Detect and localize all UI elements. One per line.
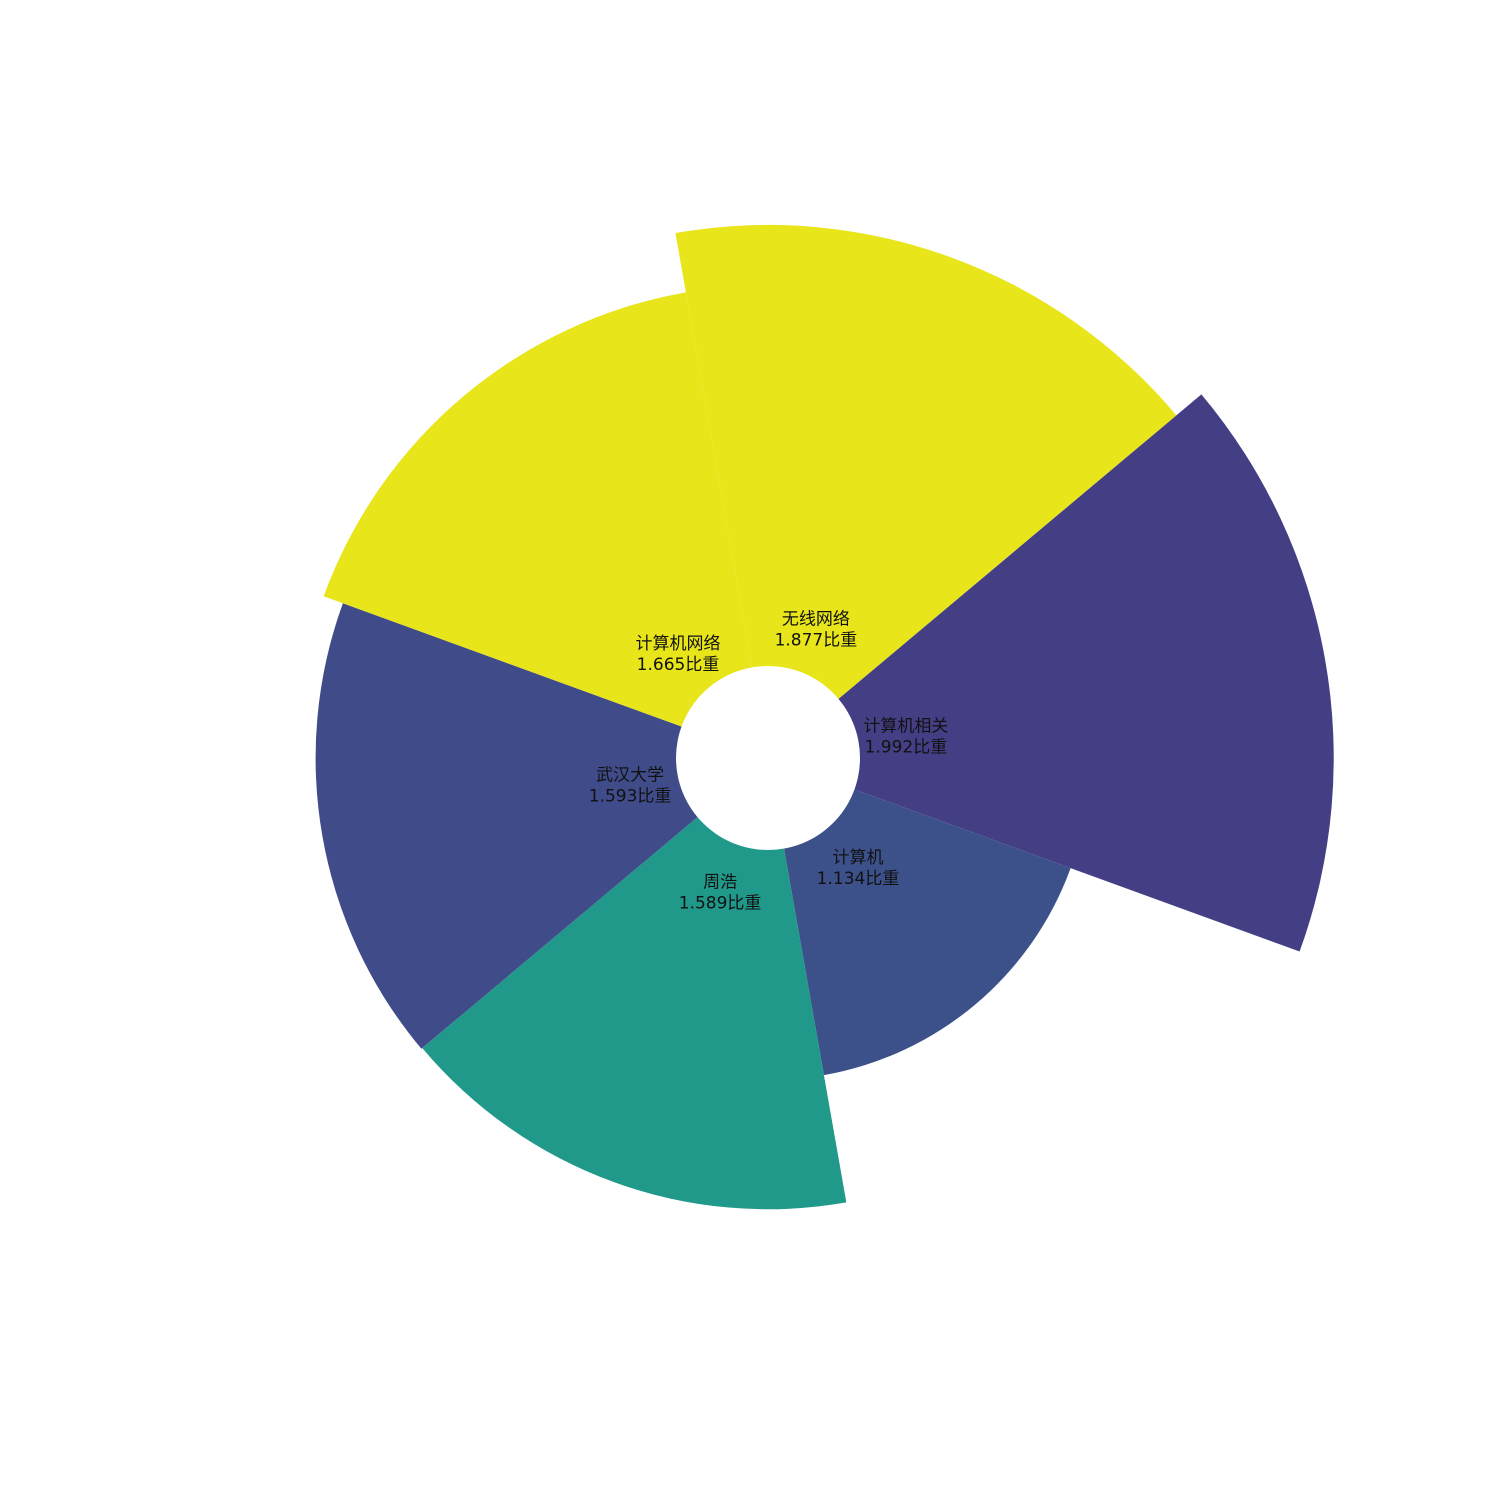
slice-name-label: 周浩 (703, 873, 737, 893)
slice-value-label: 1.665比重 (637, 655, 720, 675)
rose-slice-2 (768, 758, 1071, 1076)
rose-slice-1 (768, 394, 1334, 952)
labels-layer: 计算机相关1.992比重计算机1.134比重周浩1.589比重武汉大学1.593… (589, 609, 949, 913)
slice-name-label: 计算机网络 (636, 634, 721, 654)
slice-value-label: 1.877比重 (775, 630, 858, 650)
slice-name-label: 无线网络 (782, 609, 850, 629)
slice-name-label: 武汉大学 (596, 765, 664, 785)
rose-slice-5 (323, 292, 768, 758)
slice-label-3: 周浩1.589比重 (679, 873, 762, 914)
slice-name-label: 计算机 (833, 848, 884, 868)
rose-slice-6 (675, 224, 1177, 758)
slices-layer (315, 224, 1334, 1210)
slice-value-label: 1.992比重 (865, 738, 948, 758)
rose-slice-3 (422, 758, 847, 1210)
slice-value-label: 1.134比重 (817, 869, 900, 889)
slice-value-label: 1.589比重 (679, 894, 762, 914)
slice-name-label: 计算机相关 (863, 717, 948, 737)
center-hole (676, 666, 860, 850)
slice-value-label: 1.593比重 (589, 786, 672, 806)
rose-slice-4 (315, 603, 768, 1049)
